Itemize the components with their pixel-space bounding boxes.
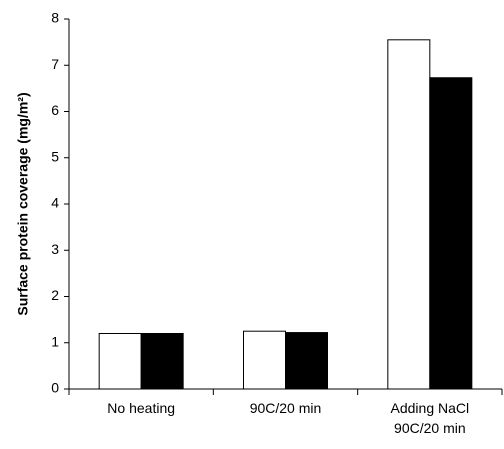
bar-series1 (243, 330, 286, 390)
bar-series2 (285, 332, 328, 390)
y-tick-label: 3 (51, 241, 59, 257)
x-ticks-layer: No heating 90C/20 min Adding NaCl 90C/20 mi… (68, 389, 503, 436)
y-tick-label: 1 (51, 333, 59, 349)
x-category-label: 90C/20 min (394, 420, 466, 436)
bar-series1 (98, 333, 142, 390)
y-tick-label: 2 (51, 287, 59, 303)
bar-series1 (387, 39, 431, 390)
y-tick-label: 6 (51, 102, 59, 118)
bars-layer (98, 39, 473, 390)
y-axis-title-group: Surface protein coverage (mg/m²) (15, 92, 31, 315)
y-axis-title: Surface protein coverage (mg/m²) (15, 92, 31, 315)
y-ticks-layer: 0 1 2 3 4 5 6 7 8 (51, 10, 69, 396)
bar-series2 (429, 77, 473, 390)
y-tick-label: 4 (51, 195, 59, 211)
bar-series2 (140, 333, 184, 390)
x-category-label: Adding NaCl (391, 400, 470, 416)
x-category-label: No heating (107, 400, 175, 416)
y-tick-label: 7 (51, 56, 59, 72)
y-tick-label: 0 (51, 380, 59, 396)
y-tick-label: 5 (51, 148, 59, 164)
x-category-label: 90C/20 min (250, 400, 322, 416)
y-tick-label: 8 (51, 10, 59, 26)
